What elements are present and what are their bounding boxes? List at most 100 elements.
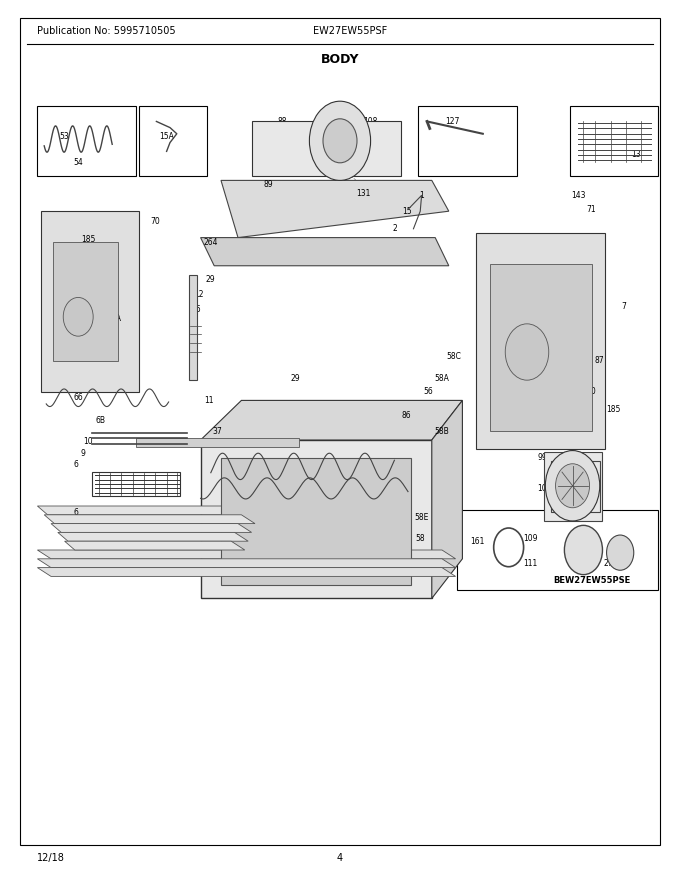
Polygon shape [201, 400, 462, 440]
Text: 57: 57 [386, 497, 396, 506]
Bar [570, 106, 658, 176]
Text: 111: 111 [524, 559, 537, 568]
Text: 107: 107 [537, 484, 551, 493]
Text: 1: 1 [420, 191, 424, 200]
Text: 54: 54 [73, 158, 83, 167]
Circle shape [323, 119, 357, 163]
Text: 58E: 58E [224, 502, 239, 510]
Circle shape [564, 525, 602, 575]
Bar [41, 211, 139, 392]
Bar [136, 438, 299, 447]
Text: 58C: 58C [447, 352, 462, 361]
Text: 6: 6 [73, 460, 79, 469]
Text: 108: 108 [363, 117, 378, 126]
Text: 185: 185 [606, 405, 621, 414]
Bar [476, 233, 605, 449]
Polygon shape [221, 180, 449, 238]
Text: 4: 4 [337, 853, 343, 863]
Text: Publication No: 5995710505: Publication No: 5995710505 [37, 26, 176, 36]
Text: 6A: 6A [207, 563, 217, 572]
Text: 109: 109 [523, 534, 538, 543]
Text: 80: 80 [500, 341, 509, 349]
Bar [551, 461, 600, 512]
Text: 82: 82 [267, 566, 277, 575]
Polygon shape [37, 559, 456, 568]
Text: 58B: 58B [435, 427, 449, 436]
Bar [544, 452, 602, 521]
Circle shape [556, 464, 590, 508]
Text: 185: 185 [81, 235, 96, 244]
Circle shape [607, 535, 634, 570]
Circle shape [505, 324, 549, 380]
Text: 62: 62 [498, 356, 508, 365]
Bar [252, 121, 401, 176]
Text: 15A: 15A [159, 132, 174, 141]
Text: 99: 99 [85, 270, 95, 279]
Text: 6: 6 [73, 508, 79, 517]
Polygon shape [37, 568, 456, 576]
Text: 15: 15 [402, 207, 411, 216]
Text: 86: 86 [191, 305, 201, 314]
Circle shape [545, 451, 600, 521]
Text: 2: 2 [392, 224, 396, 233]
Text: 37: 37 [213, 427, 222, 436]
Text: BEW27EW55PSE: BEW27EW55PSE [553, 576, 630, 585]
Text: 86: 86 [402, 411, 411, 420]
Text: 70: 70 [150, 217, 160, 226]
Bar [490, 264, 592, 431]
Circle shape [309, 101, 371, 180]
Text: 58: 58 [415, 534, 425, 543]
Text: 143: 143 [571, 191, 585, 200]
Text: 264: 264 [203, 238, 218, 246]
Bar [92, 472, 180, 496]
Text: 131: 131 [356, 189, 371, 198]
Bar [221, 458, 411, 585]
Text: 7: 7 [622, 302, 627, 311]
Text: 90: 90 [213, 440, 222, 449]
Bar [189, 275, 197, 380]
Text: EW27EW55PSF: EW27EW55PSF [313, 26, 387, 36]
Bar [457, 510, 658, 590]
Text: 70: 70 [587, 387, 596, 396]
Text: 12/18: 12/18 [37, 853, 65, 863]
Text: 58E: 58E [414, 513, 429, 522]
Text: 67: 67 [294, 469, 304, 478]
Text: 12: 12 [194, 290, 203, 299]
Text: 10: 10 [84, 437, 93, 446]
Text: 83: 83 [403, 469, 413, 478]
Text: 71: 71 [587, 205, 596, 214]
Circle shape [63, 297, 93, 336]
Text: 58A: 58A [435, 374, 449, 383]
Text: 99: 99 [538, 453, 547, 462]
Text: 56A: 56A [107, 314, 122, 323]
Text: 66: 66 [73, 393, 83, 402]
Polygon shape [201, 440, 432, 598]
Polygon shape [44, 515, 255, 524]
Polygon shape [37, 550, 456, 559]
Text: 119: 119 [356, 132, 371, 141]
Polygon shape [201, 238, 449, 266]
Text: 142: 142 [576, 314, 591, 323]
Text: 58D: 58D [224, 528, 239, 537]
Text: 13: 13 [631, 150, 641, 158]
Bar [139, 106, 207, 176]
Text: 56: 56 [424, 387, 433, 396]
Text: 161: 161 [470, 537, 485, 546]
Text: 53: 53 [60, 132, 69, 141]
Text: 87: 87 [595, 356, 605, 365]
Text: 88: 88 [277, 117, 287, 126]
Text: 125: 125 [611, 546, 626, 554]
Text: 272: 272 [603, 559, 618, 568]
Polygon shape [51, 524, 252, 532]
Text: 127: 127 [445, 117, 460, 126]
Polygon shape [65, 541, 245, 550]
Text: 89: 89 [264, 180, 273, 189]
Polygon shape [37, 506, 258, 515]
Text: 29: 29 [291, 374, 301, 383]
Text: 9: 9 [80, 449, 86, 458]
Bar [418, 106, 517, 176]
Text: 6B: 6B [96, 416, 105, 425]
Text: 59: 59 [345, 150, 355, 158]
Polygon shape [432, 400, 462, 598]
Text: 29: 29 [206, 275, 216, 284]
